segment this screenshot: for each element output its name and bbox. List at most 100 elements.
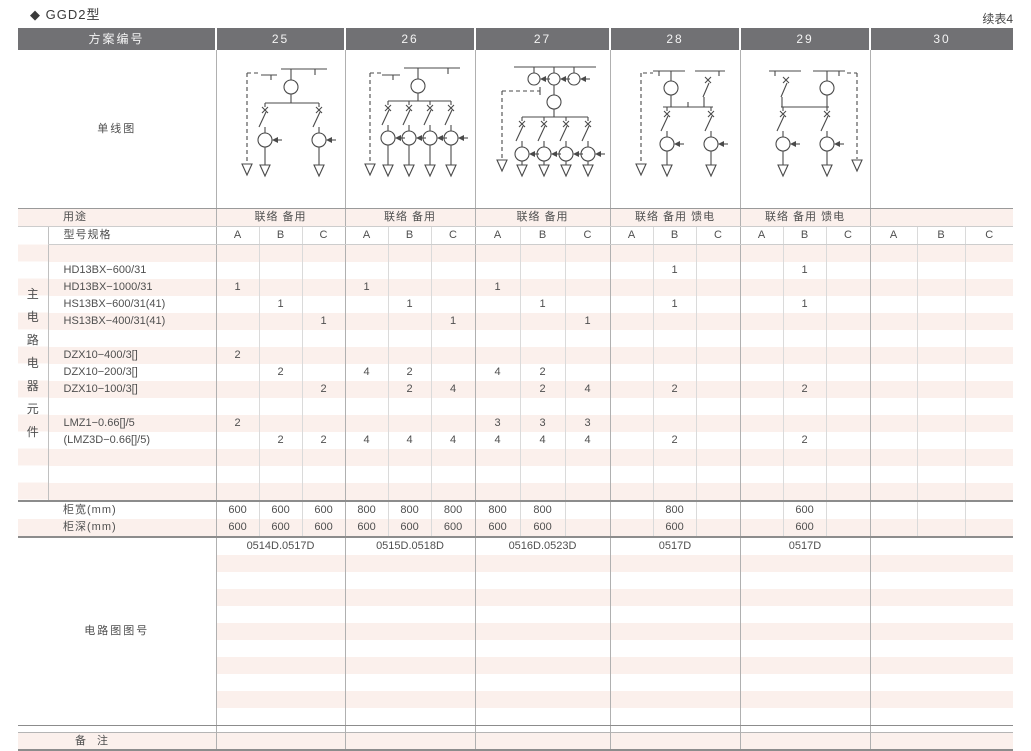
cabinet-depth-value [964, 519, 1014, 538]
quantity-cell [739, 347, 784, 364]
quantity-cell [564, 262, 611, 279]
spacer-cell [609, 725, 741, 733]
quantity-cell: 2 [519, 364, 566, 381]
quantity-cell [301, 296, 346, 313]
scheme-number-25: 25 [215, 28, 346, 50]
single-line-diagram-28 [609, 50, 741, 209]
component-label: DZX10−200/3[] [47, 364, 217, 381]
empty-stripe-cell [474, 572, 611, 589]
quantity-cell [739, 244, 784, 262]
empty-stripe-cell [474, 674, 611, 691]
component-label: HD13BX−1000/31 [47, 279, 217, 296]
quantity-cell [474, 483, 521, 501]
quantity-cell [652, 313, 697, 330]
quantity-cell [474, 449, 521, 466]
quantity-cell [474, 244, 521, 262]
quantity-cell [782, 449, 827, 466]
cabinet-depth-value [609, 519, 654, 538]
quantity-cell [344, 449, 389, 466]
quantity-cell [215, 398, 260, 415]
cabinet-width-value [695, 500, 741, 519]
usage-value-28: 联络 备用 馈电 [609, 208, 741, 227]
quantity-cell [430, 449, 476, 466]
quantity-cell [344, 415, 389, 432]
cabinet-depth-value: 600 [430, 519, 476, 538]
quantity-cell [869, 262, 918, 279]
titlebar: ◆ GGD2型 续表4 [30, 4, 1013, 27]
quantity-cell [695, 296, 741, 313]
subcolumn-header: B [652, 226, 697, 245]
quantity-cell [519, 466, 566, 483]
cabinet-depth-value: 600 [344, 519, 389, 538]
quantity-cell [782, 244, 827, 262]
cabinet-depth-value: 600 [652, 519, 697, 538]
quantity-cell [609, 330, 654, 347]
quantity-cell [869, 296, 918, 313]
quantity-cell [387, 244, 432, 262]
empty-stripe-cell [739, 623, 871, 640]
cabinet-width-value [964, 500, 1014, 519]
quantity-cell [825, 432, 871, 449]
quantity-cell [258, 330, 303, 347]
quantity-cell [301, 347, 346, 364]
cabinet-width-value [609, 500, 654, 519]
empty-component-label [47, 466, 217, 483]
quantity-cell [564, 244, 611, 262]
quantity-cell [301, 449, 346, 466]
subcolumn-header: B [782, 226, 827, 245]
quantity-cell [564, 449, 611, 466]
quantity-cell [739, 415, 784, 432]
quantity-cell [739, 381, 784, 398]
quantity-cell [215, 381, 260, 398]
empty-stripe-cell [609, 674, 741, 691]
empty-stripe-cell [869, 572, 1014, 589]
quantity-cell [609, 449, 654, 466]
quantity-cell [739, 483, 784, 501]
quantity-cell [215, 313, 260, 330]
quantity-cell [869, 244, 918, 262]
quantity-cell [964, 381, 1014, 398]
remark-value-30 [869, 732, 1014, 751]
scheme-table-wrapper: 方案编号 25 26 27 28 29 30 单线图 用途 联络 备用 联络 备用 联络 备用 联络 备… [18, 28, 1014, 751]
empty-stripe-cell [474, 657, 611, 674]
quantity-cell [825, 262, 871, 279]
quantity-cell [825, 296, 871, 313]
usage-value-27: 联络 备用 [474, 208, 611, 227]
empty-stripe-cell [344, 674, 476, 691]
cabinet-width-value [564, 500, 611, 519]
empty-stripe-cell [869, 606, 1014, 623]
quantity-cell: 1 [301, 313, 346, 330]
cabinet-depth-value: 600 [301, 519, 346, 538]
quantity-cell [825, 466, 871, 483]
subcolumn-header: C [564, 226, 611, 245]
quantity-cell [344, 483, 389, 501]
quantity-cell [430, 244, 476, 262]
quantity-cell [964, 244, 1014, 262]
quantity-cell [430, 279, 476, 296]
quantity-cell [215, 449, 260, 466]
quantity-cell [387, 279, 432, 296]
quantity-cell [869, 466, 918, 483]
spacer-cell [869, 725, 1014, 733]
circuit-number-28: 0517D [609, 537, 741, 555]
scheme-number-29: 29 [739, 28, 871, 50]
subcolumn-header: B [916, 226, 966, 245]
quantity-cell [258, 279, 303, 296]
component-label: (LMZ3D−0.66[]/5) [47, 432, 217, 449]
cabinet-width-value: 800 [430, 500, 476, 519]
quantity-cell [869, 347, 918, 364]
empty-stripe-cell [215, 708, 346, 726]
component-label: DZX10−100/3[] [47, 381, 217, 398]
quantity-cell [916, 330, 966, 347]
quantity-cell [564, 398, 611, 415]
quantity-cell [519, 313, 566, 330]
cabinet-width-value [916, 500, 966, 519]
quantity-cell [258, 313, 303, 330]
cabinet-depth-value [869, 519, 918, 538]
quantity-cell [869, 313, 918, 330]
quantity-cell [474, 296, 521, 313]
empty-stripe-cell [739, 657, 871, 674]
component-label: HS13BX−400/31(41) [47, 313, 217, 330]
quantity-cell [564, 466, 611, 483]
remark-value-29 [739, 732, 871, 751]
